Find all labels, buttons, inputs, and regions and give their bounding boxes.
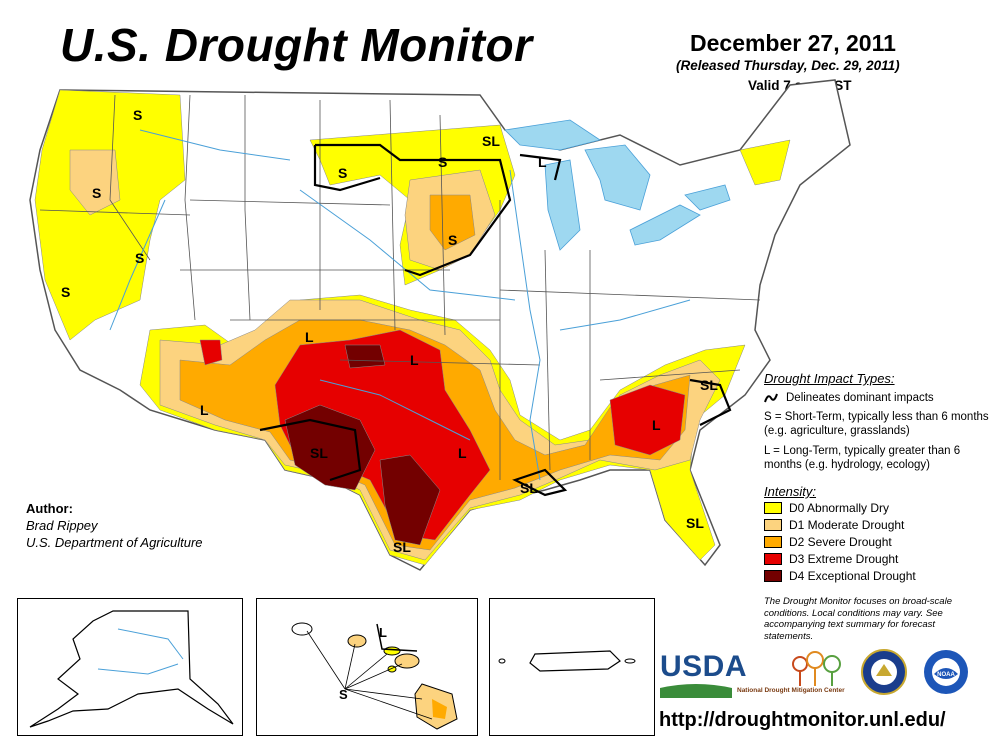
release-date: (Released Thursday, Dec. 29, 2011)	[676, 58, 900, 73]
map-label-sl: SL	[520, 480, 538, 496]
short-term-description: S = Short-Term, typically less than 6 mo…	[764, 411, 989, 437]
d1-swatch	[764, 518, 782, 531]
map-label-s: S	[133, 107, 142, 123]
intensity-title: Intensity:	[764, 484, 817, 499]
author-org: U.S. Department of Agriculture	[26, 535, 203, 550]
map-label-s: S	[338, 165, 347, 181]
author-name: Brad Rippey	[26, 518, 98, 533]
map-label-s: S	[61, 284, 70, 300]
ndmc-trees-icon	[792, 651, 841, 686]
map-label-sl: SL	[482, 133, 500, 149]
map-label-l: L	[410, 352, 419, 368]
noaa-logo-icon: NOAA	[924, 650, 968, 694]
state-borders	[39, 94, 761, 480]
d0-swatch	[764, 501, 782, 514]
d2-label: D2 Severe Drought	[789, 534, 892, 549]
map-label-sl: SL	[393, 539, 411, 555]
map-label-l: L	[458, 445, 467, 461]
map-label-s: S	[438, 154, 447, 170]
puerto-rico-inset	[489, 598, 655, 736]
d4-areas	[284, 344, 441, 546]
d2-swatch	[764, 535, 782, 548]
impact-types-title: Drought Impact Types:	[764, 371, 895, 386]
d4-label: D4 Exceptional Drought	[789, 568, 916, 583]
legend: Drought Impact Types: Delineates dominan…	[764, 371, 994, 642]
d4-swatch	[764, 569, 782, 582]
map-date: December 27, 2011	[690, 30, 896, 56]
great-lakes	[504, 119, 731, 251]
long-term-description: L = Long-Term, typically greater than 6 …	[764, 445, 961, 471]
impact-boundaries	[259, 143, 732, 497]
map-label-l: L	[538, 154, 547, 170]
noaa-label: NOAA	[937, 672, 955, 678]
intensity-row-d2: D2 Severe Drought	[764, 533, 994, 550]
impact-line-icon	[764, 393, 778, 403]
intensity-row-d4: D4 Exceptional Drought	[764, 567, 994, 584]
map-label-l: L	[200, 402, 209, 418]
hawaii-inset: S L	[256, 598, 478, 736]
map-label-sl: SL	[686, 515, 704, 531]
puerto-rico-map	[498, 650, 636, 672]
website-url[interactable]: http://droughtmonitor.unl.edu/	[659, 709, 946, 731]
author-block: Author: Brad Rippey U.S. Department of A…	[26, 500, 203, 551]
intensity-row-d3: D3 Extreme Drought	[764, 550, 994, 567]
disclaimer: The Drought Monitor focuses on broad-sca…	[764, 596, 952, 642]
author-label: Author:	[26, 501, 73, 516]
d3-label: D3 Extreme Drought	[789, 551, 899, 566]
hawaii-label-l: L	[379, 625, 387, 640]
intensity-row-d1: D1 Moderate Drought	[764, 516, 994, 533]
rivers	[109, 129, 691, 481]
map-label-s: S	[135, 250, 144, 266]
dominant-impact-row: Delineates dominant impacts	[764, 392, 994, 404]
intensity-row-d0: D0 Abnormally Dry	[764, 499, 994, 516]
d3-swatch	[764, 552, 782, 565]
usda-swoosh-icon	[660, 684, 732, 698]
d1-label: D1 Moderate Drought	[789, 517, 905, 532]
map-label-l: L	[652, 417, 661, 433]
map-label-s: S	[448, 232, 457, 248]
d0-label: D0 Abnormally Dry	[789, 500, 890, 515]
dominant-impact-label: Delineates dominant impacts	[786, 392, 934, 404]
hawaii-label-s: S	[339, 687, 348, 702]
map-label-sl: SL	[310, 445, 328, 461]
alaska-inset	[17, 598, 243, 736]
map-label-s: S	[92, 185, 101, 201]
map-label-sl: SL	[700, 377, 718, 393]
alaska-map	[29, 610, 234, 728]
hawaii-map: S L	[291, 622, 458, 730]
page-title: U.S. Drought Monitor	[60, 19, 533, 71]
usda-logo: USDA	[660, 650, 748, 683]
map-label-l: L	[305, 329, 314, 345]
commerce-seal-icon	[861, 649, 907, 695]
ndmc-logo-text: National Drought Mitigation Center	[737, 687, 845, 694]
